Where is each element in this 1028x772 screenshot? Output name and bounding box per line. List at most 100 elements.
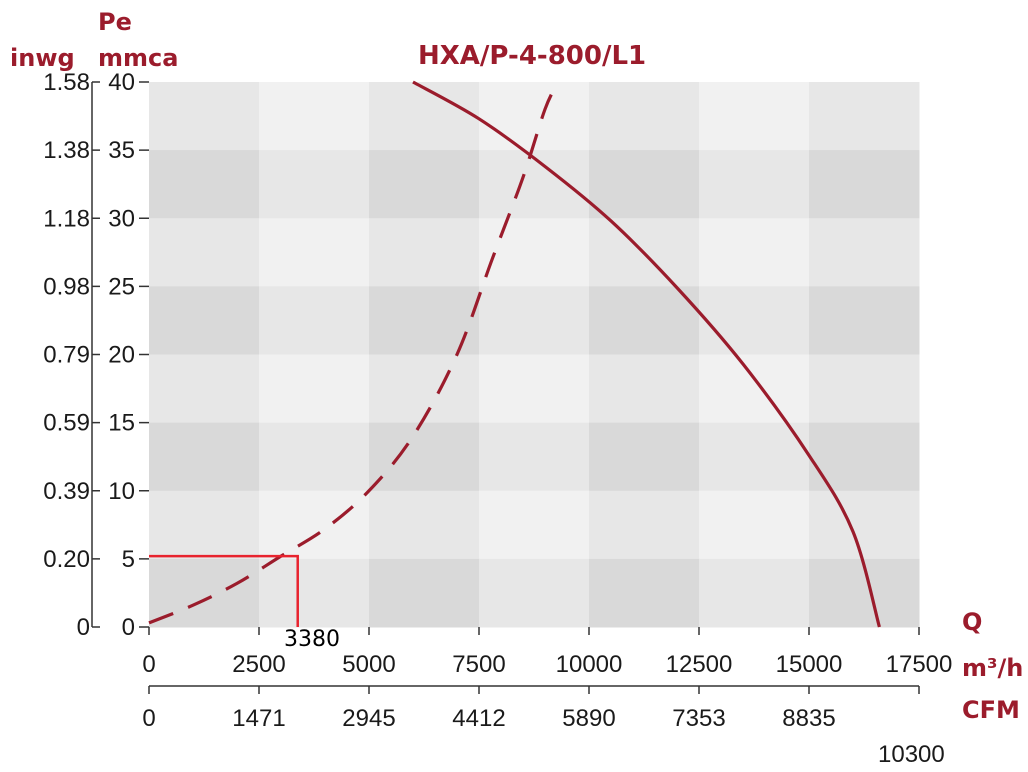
y-secondary-tick-label: 0.20 xyxy=(43,546,90,573)
plot-band xyxy=(699,150,810,219)
y-primary-label: Pe xyxy=(98,8,132,36)
x-secondary-tick-label: 1471 xyxy=(232,705,285,732)
plot-band xyxy=(369,422,480,492)
plot-band xyxy=(589,558,700,628)
plot-band xyxy=(809,354,920,424)
plot-band xyxy=(479,150,590,219)
y-secondary-tick-label: 0.39 xyxy=(43,478,90,505)
plot-background-bands xyxy=(149,82,920,628)
plot-band xyxy=(479,286,590,355)
x-secondary-tick-label: 4412 xyxy=(452,705,505,732)
plot-band xyxy=(369,490,480,560)
system-curve-dashed xyxy=(148,81,560,625)
plot-band xyxy=(259,286,370,355)
x-primary-tick-label: 12500 xyxy=(666,651,733,678)
plot-band xyxy=(149,150,260,219)
x-secondary-unit: CFM xyxy=(962,696,1020,724)
tick-labels: 0050.20100.39150.59200.79250.98301.18351… xyxy=(43,69,952,732)
plot-band xyxy=(589,490,700,560)
y-secondary-unit: inwg xyxy=(10,44,75,72)
plot-band xyxy=(809,422,920,492)
plot-band xyxy=(149,82,260,151)
x-secondary-tick-label: 2945 xyxy=(342,705,395,732)
y-secondary-tick-label: 0.59 xyxy=(43,410,90,437)
plot-band xyxy=(259,218,370,287)
x-primary-tick-label: 0 xyxy=(142,651,155,678)
x-secondary-tick-label: 0 xyxy=(142,705,155,732)
plot-band xyxy=(699,82,810,151)
plot-band xyxy=(479,490,590,560)
fan-curve-solid xyxy=(412,80,881,628)
plot-band xyxy=(149,286,260,355)
y-primary-tick-label: 10 xyxy=(108,478,135,505)
plot-band xyxy=(149,354,260,424)
x-primary-tick-label: 2500 xyxy=(232,651,285,678)
plot-band xyxy=(699,422,810,492)
y-primary-tick-label: 25 xyxy=(108,273,135,300)
x-primary-tick-label: 5000 xyxy=(342,651,395,678)
y-primary-tick-label: 35 xyxy=(108,137,135,164)
plot-band xyxy=(479,422,590,492)
plot-band xyxy=(259,354,370,424)
operating-point-label: 3380 xyxy=(284,627,340,652)
plot-band xyxy=(589,150,700,219)
plot-band xyxy=(699,354,810,424)
plot-band xyxy=(149,218,260,287)
plot-band xyxy=(479,218,590,287)
y-secondary-tick-label: 1.18 xyxy=(43,205,90,232)
x-primary-unit: m³/h xyxy=(962,654,1023,682)
plot-band xyxy=(809,286,920,355)
plot-band xyxy=(699,286,810,355)
y-primary-tick-label: 20 xyxy=(108,342,135,369)
plot-band xyxy=(699,218,810,287)
plot-band xyxy=(149,490,260,560)
plot-band xyxy=(699,490,810,560)
plot-band xyxy=(149,422,260,492)
series-layer xyxy=(148,80,881,628)
x-primary-tick-label: 7500 xyxy=(452,651,505,678)
y-primary-tick-label: 0 xyxy=(122,614,135,641)
plot-band xyxy=(589,82,700,151)
plot-band xyxy=(259,490,370,560)
plot-band xyxy=(479,354,590,424)
y-secondary-tick-label: 1.58 xyxy=(43,69,90,96)
y-secondary-tick-label: 0.79 xyxy=(43,342,90,369)
plot-band xyxy=(479,558,590,628)
x-primary-tick-label: 17500 xyxy=(886,651,953,678)
chart-title: HXA/P-4-800/L1 xyxy=(418,41,646,71)
plot-band xyxy=(369,82,480,151)
plot-band xyxy=(589,286,700,355)
plot-band xyxy=(809,490,920,560)
plot-band xyxy=(809,82,920,151)
plot-band xyxy=(369,354,480,424)
x-secondary-tick-label: 7353 xyxy=(672,705,725,732)
y-primary-tick-label: 40 xyxy=(108,69,135,96)
plot-band xyxy=(589,354,700,424)
y-primary-tick-label: 5 xyxy=(122,546,135,573)
plot-band xyxy=(259,558,370,628)
x-primary-tick-label: 10000 xyxy=(556,651,623,678)
operating-point-guide xyxy=(149,554,299,627)
plot-band xyxy=(369,218,480,287)
axes xyxy=(91,81,920,694)
y-secondary-tick-label: 1.38 xyxy=(43,137,90,164)
plot-band xyxy=(259,422,370,492)
plot-band xyxy=(699,558,810,628)
y-primary-unit: mmca xyxy=(98,44,178,72)
x-primary-tick-label: 15000 xyxy=(776,651,843,678)
plot-band xyxy=(259,82,370,151)
plot-band xyxy=(259,150,370,219)
plot-band xyxy=(809,218,920,287)
plot-band xyxy=(369,150,480,219)
x-axis-label: Q xyxy=(962,608,982,636)
plot-band xyxy=(369,558,480,628)
extra-cfm-label: 10300 xyxy=(878,741,945,768)
x-secondary-tick-label: 5890 xyxy=(562,705,615,732)
y-secondary-tick-label: 0.98 xyxy=(43,273,90,300)
x-secondary-tick-label: 8835 xyxy=(782,705,835,732)
plot-band xyxy=(589,422,700,492)
y-primary-tick-label: 30 xyxy=(108,205,135,232)
y-primary-tick-label: 15 xyxy=(108,410,135,437)
plot-band xyxy=(809,150,920,219)
